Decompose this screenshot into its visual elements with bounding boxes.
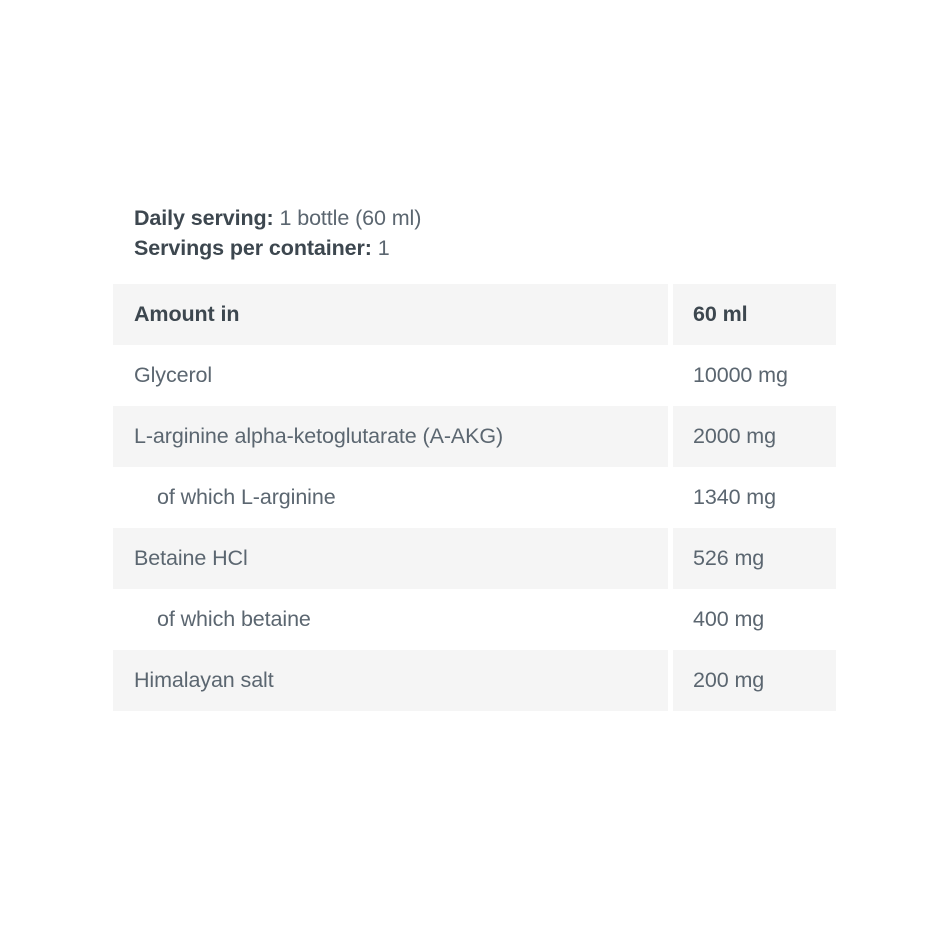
table-row: of which L-arginine 1340 mg xyxy=(113,467,836,528)
ingredient-amount: 10000 mg xyxy=(673,345,836,406)
column-gutter xyxy=(668,284,673,345)
daily-serving-line: Daily serving: 1 bottle (60 ml) xyxy=(134,203,836,233)
servings-per-container-line: Servings per container: 1 xyxy=(134,233,836,263)
table-row: Glycerol 10000 mg xyxy=(113,345,836,406)
ingredient-name: Glycerol xyxy=(113,345,668,406)
ingredient-name: of which L-arginine xyxy=(113,467,668,528)
ingredient-name: of which betaine xyxy=(113,589,668,650)
ingredient-name: Betaine HCl xyxy=(113,528,668,589)
ingredient-amount: 400 mg xyxy=(673,589,836,650)
column-gutter xyxy=(668,650,673,711)
nutrition-table: Amount in 60 ml Glycerol 10000 mg L-argi… xyxy=(113,284,836,711)
table-row: Himalayan salt 200 mg xyxy=(113,650,836,711)
table-row: of which betaine 400 mg xyxy=(113,589,836,650)
ingredient-amount: 200 mg xyxy=(673,650,836,711)
ingredient-amount: 526 mg xyxy=(673,528,836,589)
table-header-row: Amount in 60 ml xyxy=(113,284,836,345)
column-gutter xyxy=(668,345,673,406)
servings-per-container-value: 1 xyxy=(377,236,390,260)
daily-serving-value: 1 bottle (60 ml) xyxy=(279,206,422,230)
daily-serving-label: Daily serving: xyxy=(134,206,274,230)
serving-info-block: Daily serving: 1 bottle (60 ml) Servings… xyxy=(113,203,836,263)
ingredient-name: L-arginine alpha-ketoglutarate (A-AKG) xyxy=(113,406,668,467)
header-cell-amount-in: Amount in xyxy=(113,284,668,345)
ingredient-amount: 2000 mg xyxy=(673,406,836,467)
ingredient-amount: 1340 mg xyxy=(673,467,836,528)
column-gutter xyxy=(668,406,673,467)
table-row: L-arginine alpha-ketoglutarate (A-AKG) 2… xyxy=(113,406,836,467)
column-gutter xyxy=(668,589,673,650)
ingredient-name: Himalayan salt xyxy=(113,650,668,711)
column-gutter xyxy=(668,467,673,528)
servings-per-container-label: Servings per container: xyxy=(134,236,372,260)
column-gutter xyxy=(668,528,673,589)
table-row: Betaine HCl 526 mg xyxy=(113,528,836,589)
header-cell-serving-size: 60 ml xyxy=(673,284,836,345)
supplement-facts-panel: Daily serving: 1 bottle (60 ml) Servings… xyxy=(113,203,836,711)
